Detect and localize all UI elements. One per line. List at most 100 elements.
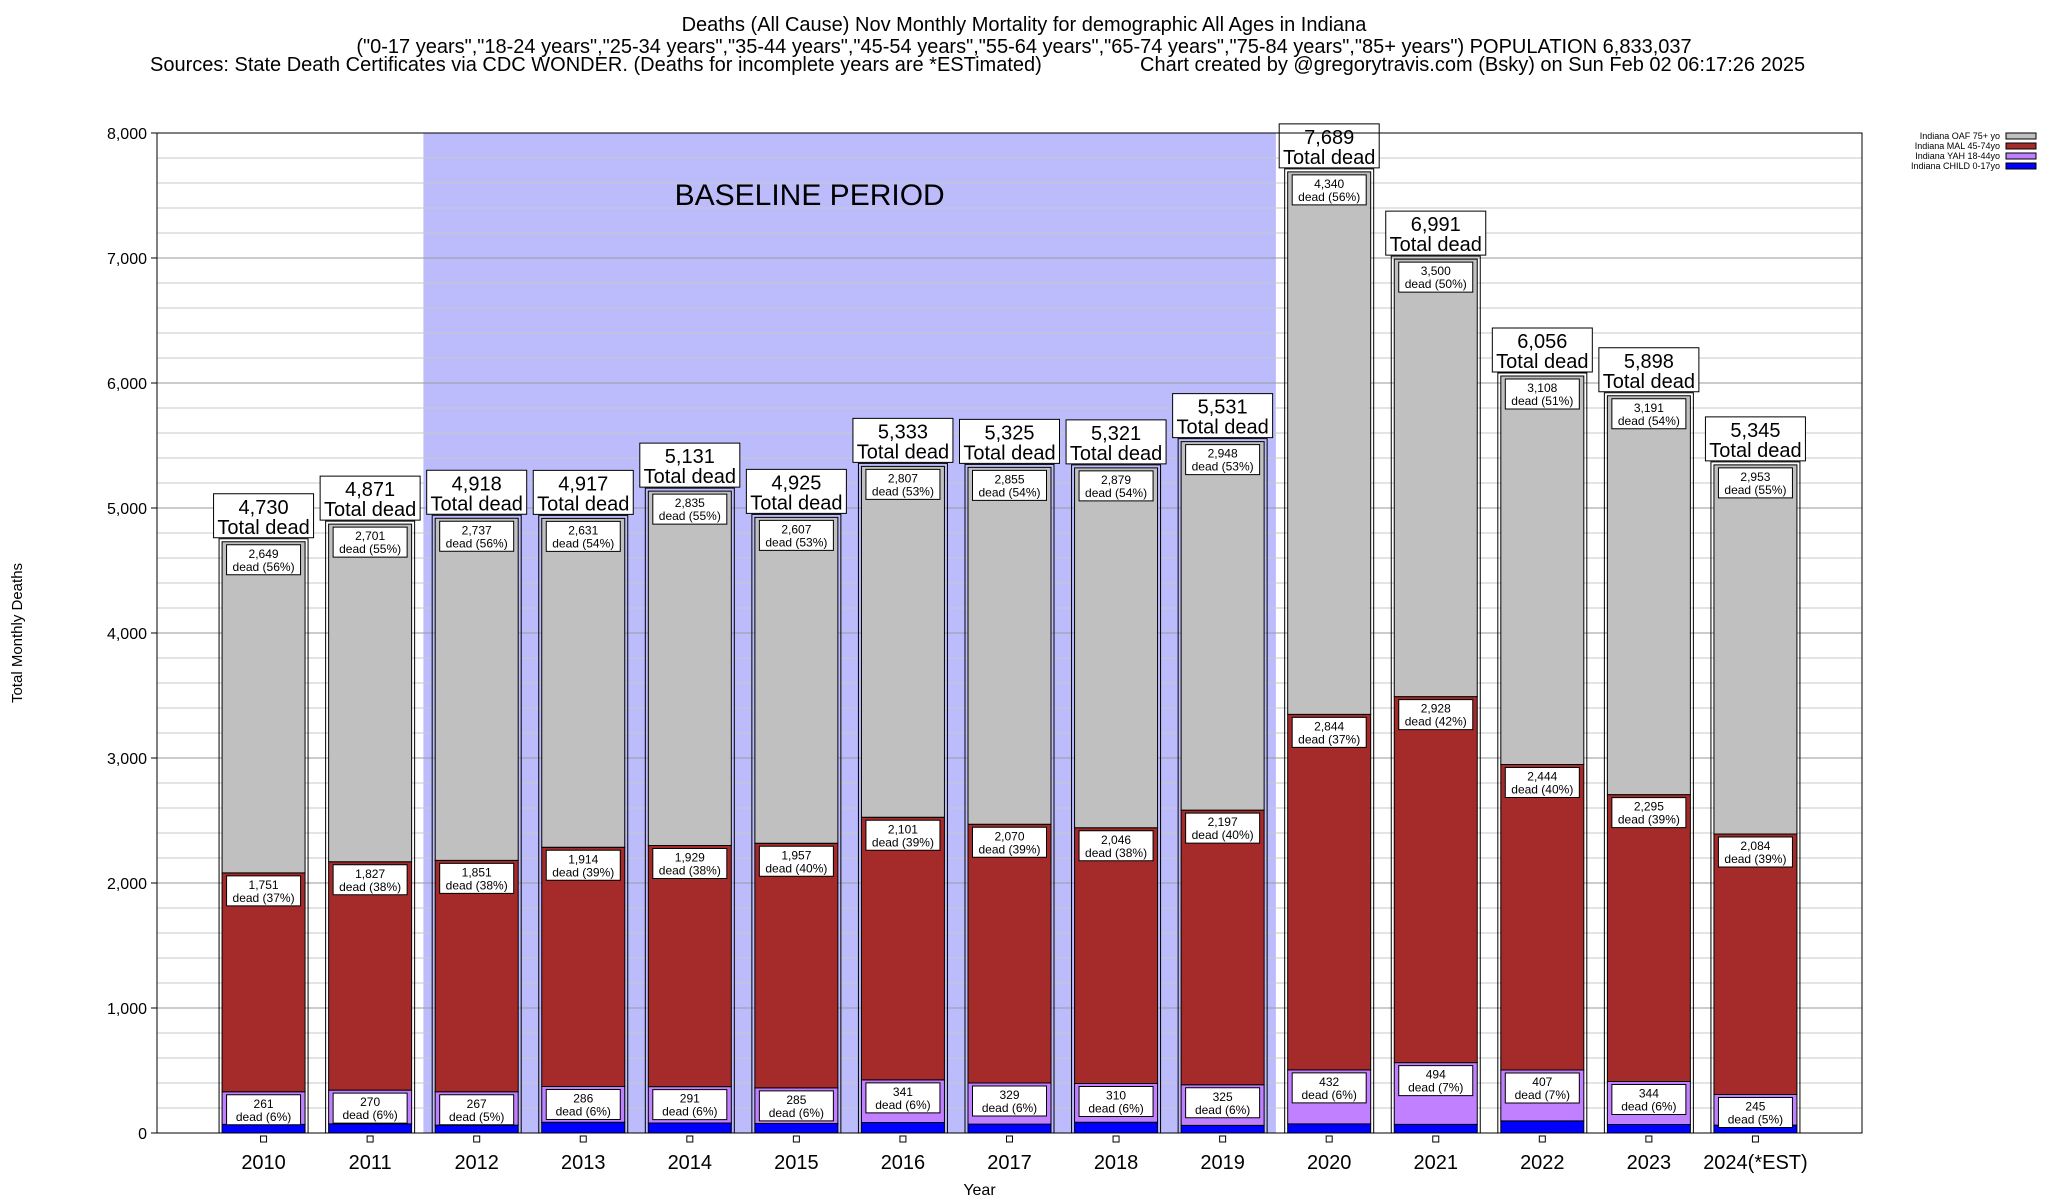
segment-label-value: 2,807	[888, 471, 918, 485]
segment-label-percent: dead (6%)	[1195, 1103, 1250, 1117]
bar-segment	[221, 1123, 306, 1134]
segment-label-value: 1,851	[462, 865, 492, 879]
bar-segment	[1606, 1124, 1691, 1134]
x-tick-label: 2010	[241, 1152, 286, 1174]
segment-label-percent: dead (39%)	[872, 835, 934, 849]
total-label-box	[1491, 327, 1593, 373]
segment-label-percent: dead (38%)	[659, 864, 721, 878]
segment-label-percent: dead (54%)	[1618, 414, 1680, 428]
segment-label-percent: dead (5%)	[1728, 1113, 1783, 1127]
bar-segment	[1074, 467, 1159, 829]
total-label-value: 5,531	[1198, 397, 1248, 419]
total-label-suffix: Total dead	[1176, 417, 1268, 439]
x-tick-label: 2021	[1414, 1152, 1459, 1174]
bar-segment	[1393, 258, 1478, 698]
total-label-suffix: Total dead	[1496, 351, 1588, 373]
x-tick-marker	[1432, 1135, 1440, 1143]
segment-label-box	[1185, 444, 1261, 476]
segment-label-percent: dead (7%)	[1515, 1088, 1570, 1102]
total-label-box	[959, 418, 1060, 464]
segment-label-value: 2,444	[1527, 770, 1557, 784]
legend-swatch	[2005, 132, 2037, 140]
segment-label-percent: dead (37%)	[233, 891, 295, 905]
segment-label-value: 329	[999, 1088, 1019, 1102]
total-label-suffix: Total dead	[324, 499, 416, 521]
segment-label-box	[758, 1090, 834, 1122]
segment-label-value: 341	[893, 1085, 913, 1099]
segment-label-percent: dead (40%)	[1192, 828, 1254, 842]
segment-label-box	[1185, 1087, 1261, 1119]
total-label-value: 4,871	[345, 479, 395, 501]
segment-label-percent: dead (54%)	[1085, 486, 1147, 500]
bar-segment	[1500, 1120, 1585, 1134]
bar-segment	[1606, 794, 1691, 1082]
x-tick-label: 2019	[1200, 1152, 1245, 1174]
segment-label-percent: dead (42%)	[1405, 715, 1467, 729]
segment-label-value: 2,928	[1421, 702, 1451, 716]
bar-segment	[1606, 395, 1691, 796]
y-axis-label: Total Monthly Deaths	[9, 563, 26, 703]
segment-label-value: 2,879	[1101, 473, 1131, 487]
segment-label-box	[545, 520, 621, 552]
segment-label-percent: dead (40%)	[765, 861, 827, 875]
x-tick-marker	[1538, 1135, 1546, 1143]
segment-label-value: 3,108	[1527, 381, 1557, 395]
segment-label-box	[332, 526, 408, 558]
segment-label-percent: dead (6%)	[875, 1098, 930, 1112]
total-label-suffix: Total dead	[1070, 443, 1162, 465]
segment-label-percent: dead (37%)	[1298, 732, 1360, 746]
segment-label-box	[865, 1082, 941, 1114]
x-tick-marker	[473, 1135, 481, 1143]
bar-segment	[754, 842, 839, 1089]
bar-segment	[967, 1123, 1052, 1134]
segment-label-value: 2,948	[1208, 447, 1238, 461]
bar-segment	[860, 465, 945, 818]
bar-segment	[541, 517, 626, 848]
segment-label-value: 2,101	[888, 822, 918, 836]
segment-label-percent: dead (54%)	[978, 485, 1040, 499]
bar-segment	[860, 1122, 945, 1134]
bar-segment	[1074, 827, 1159, 1084]
segment-label-percent: dead (6%)	[1302, 1088, 1357, 1102]
bar-segment	[1713, 464, 1798, 835]
total-label-suffix: Total dead	[857, 441, 949, 463]
total-label-box	[213, 493, 315, 539]
x-tick-marker	[1645, 1135, 1653, 1143]
bar-segment	[1180, 809, 1265, 1086]
segment-label-value: 2,070	[994, 829, 1024, 843]
segment-label-percent: dead (5%)	[449, 1110, 504, 1124]
segment-label-value: 344	[1639, 1087, 1659, 1101]
x-axis-label: Year	[963, 1182, 996, 1199]
x-tick-marker	[899, 1135, 907, 1143]
segment-label-box	[652, 1089, 728, 1121]
total-label-value: 5,321	[1091, 423, 1141, 445]
x-tick-label: 2024(*EST)	[1703, 1152, 1808, 1174]
total-label-box	[639, 442, 741, 488]
total-label-box	[319, 475, 421, 521]
segment-label-percent: dead (55%)	[1724, 483, 1786, 497]
segment-label-value: 2,844	[1314, 719, 1344, 733]
total-label-suffix: Total dead	[1603, 371, 1695, 393]
segment-label-value: 270	[360, 1095, 380, 1109]
bar-segment	[1393, 1123, 1478, 1134]
total-label-box	[1172, 393, 1274, 439]
segment-label-box	[972, 469, 1047, 501]
x-tick-label: 2022	[1520, 1152, 1565, 1174]
bar-segment	[1287, 713, 1372, 1071]
segment-label-box	[1291, 716, 1367, 748]
segment-label-box	[226, 1094, 302, 1126]
segment-label-box	[1078, 1086, 1154, 1117]
segment-label-percent: dead (55%)	[659, 509, 721, 523]
x-tick-label: 2013	[561, 1152, 606, 1174]
x-tick-label: 2018	[1094, 1152, 1139, 1174]
total-label-value: 4,918	[452, 473, 502, 495]
segment-label-percent: dead (53%)	[765, 535, 827, 549]
legend-label: Indiana CHILD 0-17yo	[1911, 161, 2000, 171]
segment-label-percent: dead (6%)	[1621, 1100, 1676, 1114]
segment-label-box	[332, 864, 408, 896]
segment-label-value: 1,957	[781, 848, 811, 862]
segment-label-box	[545, 1089, 621, 1120]
segment-label-box	[226, 544, 302, 576]
segment-label-value: 2,649	[249, 547, 279, 561]
